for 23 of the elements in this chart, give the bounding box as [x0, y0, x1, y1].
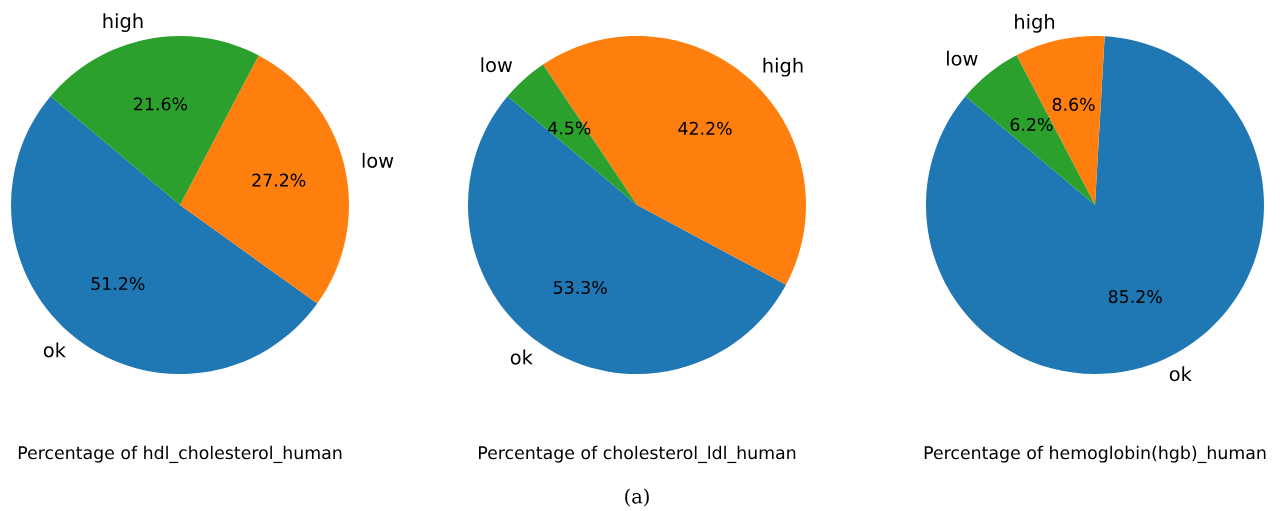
text: Percentage of cholesterol_ldl_human: [479, 445, 796, 464]
slice-label: low: [362, 152, 394, 168]
text: Percentage of hemoglobin(hgb)_human: [924, 445, 1266, 464]
slice-label: high: [1015, 13, 1055, 33]
slice-label: ok: [43, 342, 66, 358]
data-label: 6.2%: [1010, 117, 1053, 132]
data-label: 42.2%: [678, 121, 732, 135]
data-label: 8.6%: [1052, 97, 1095, 111]
data-label: 85.2%: [1108, 289, 1162, 304]
text: (a): [625, 488, 649, 507]
slice-label: ok: [1169, 366, 1192, 382]
slice-label: ok: [510, 349, 533, 365]
slice-label: low: [481, 57, 513, 73]
slice-label: low: [947, 50, 978, 66]
text: Percentage of hdl_cholesterol_human: [18, 445, 342, 464]
data-label: 21.6%: [134, 97, 188, 111]
data-label: 53.3%: [553, 280, 607, 295]
slice-label: high: [103, 13, 143, 32]
pie-slice: [468, 96, 787, 374]
data-label: 51.2%: [91, 276, 145, 291]
data-label: 27.2%: [252, 173, 306, 187]
slice-label: high: [763, 57, 803, 77]
pie-slice: [11, 96, 318, 374]
